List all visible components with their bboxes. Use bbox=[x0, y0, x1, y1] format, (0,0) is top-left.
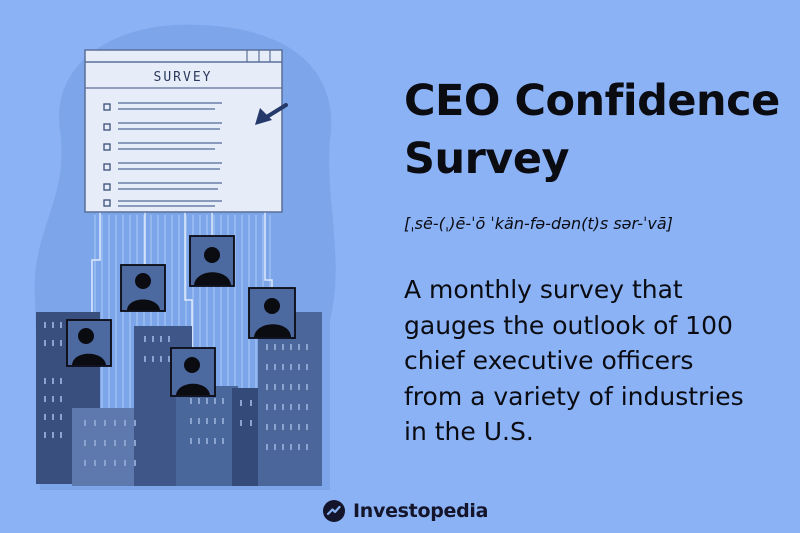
pronunciation: [ˌsē-(ˌ)ē-ˈō ˈkän-fə-dən(t)s sər-ˈvā] bbox=[404, 214, 673, 233]
definition-text: A monthly survey that gauges the outlook… bbox=[404, 272, 794, 450]
title-line-1: CEO Confidence bbox=[404, 76, 780, 126]
definition-line-5: in the U.S. bbox=[404, 417, 534, 446]
portrait-1 bbox=[120, 264, 166, 312]
brand-logo: Investopedia bbox=[322, 498, 488, 524]
investopedia-logo-icon bbox=[323, 500, 345, 522]
definition-line-1: A monthly survey that bbox=[404, 275, 683, 304]
definition-line-2: gauges the outlook of 100 bbox=[404, 310, 733, 340]
definition-line-4: from a variety of industries bbox=[404, 381, 744, 411]
survey-checklist bbox=[103, 103, 111, 207]
survey-illustration: SURVEY bbox=[34, 24, 336, 491]
connector-lines bbox=[91, 212, 273, 348]
definition-line-3: chief executive officers bbox=[404, 346, 694, 375]
title-line-2: Survey bbox=[404, 134, 570, 184]
portrait-5 bbox=[170, 347, 216, 397]
brand-name: Investopedia bbox=[353, 500, 489, 522]
arrow-icon bbox=[255, 103, 288, 125]
page-title: CEO Confidence Survey bbox=[404, 72, 794, 188]
portrait-3 bbox=[248, 287, 296, 339]
portrait-2 bbox=[189, 235, 235, 287]
survey-form: SURVEY bbox=[84, 49, 283, 213]
survey-form-header: SURVEY bbox=[154, 70, 213, 85]
ceo-portraits bbox=[66, 235, 296, 397]
portrait-4 bbox=[66, 319, 112, 367]
